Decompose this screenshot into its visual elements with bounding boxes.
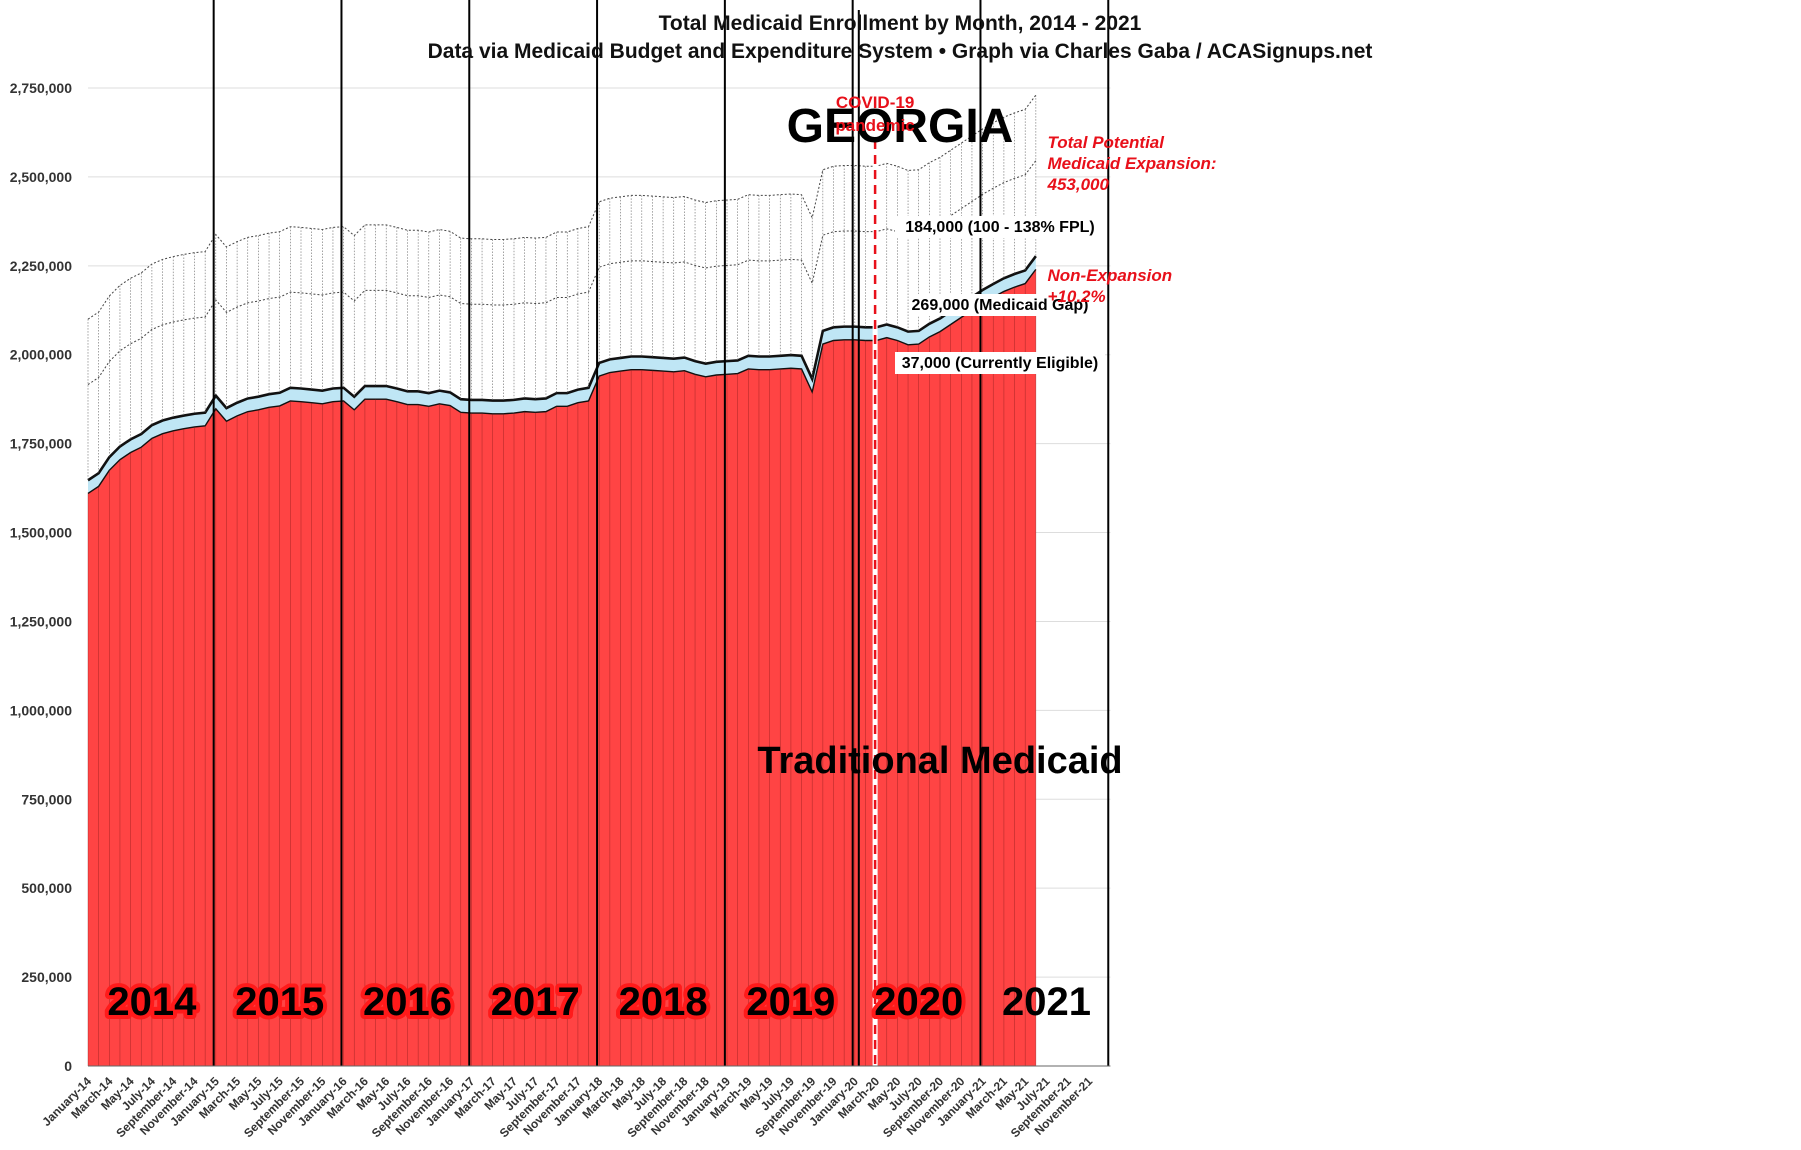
month-columns <box>87 95 1037 1066</box>
area-layers <box>87 94 1037 1067</box>
year-label-2021: 2021 <box>1002 980 1091 1024</box>
line-medicaid-gap-top <box>87 160 1037 386</box>
label-currently-eligible-bg <box>895 352 1105 374</box>
y-tick-label: 1,500,000 <box>10 525 72 541</box>
covid-annotation-line1: COVID-19 <box>836 93 914 112</box>
chart-text: Total Medicaid Enrollment by Month, 2014… <box>103 12 1373 1028</box>
chart-subtitle: Data via Medicaid Budget and Expenditure… <box>428 40 1373 63</box>
y-tick-label: 1,750,000 <box>10 436 72 452</box>
line-currently-eligible-top <box>87 255 1037 482</box>
y-tick-label: 1,250,000 <box>10 613 72 629</box>
label-medicaid-gap-bg <box>915 294 1085 316</box>
year-label-2019: 2019 <box>746 980 835 1024</box>
y-tick-label: 0 <box>64 1058 72 1074</box>
area-fpl-100-138 <box>88 95 1036 385</box>
y-tick-label: 1,000,000 <box>10 702 72 718</box>
year-label-2017: 2017 <box>491 980 580 1024</box>
year-label-2020: 2020 <box>874 980 963 1024</box>
y-tick-label: 2,250,000 <box>10 258 72 274</box>
year-label-2016: 2016 <box>363 980 452 1024</box>
area-traditional-medicaid <box>88 269 1036 1067</box>
expansion-annotation-line1: Total Potential <box>1048 133 1166 152</box>
chart-title: Total Medicaid Enrollment by Month, 2014… <box>659 12 1142 35</box>
area-medicaid-gap <box>88 160 1036 481</box>
y-tick-label: 2,000,000 <box>10 347 72 363</box>
line-traditional-top <box>87 268 1037 495</box>
expansion-annotation-line2: Medicaid Expansion: <box>1048 154 1217 173</box>
label-currently-eligible: 37,000 (Currently Eligible) <box>902 355 1099 372</box>
y-tick-label: 2,500,000 <box>10 169 72 185</box>
y-tick-label: 500,000 <box>21 880 72 896</box>
y-tick-label: 250,000 <box>21 969 72 985</box>
line-fpl-top <box>87 94 1037 320</box>
year-label-2018: 2018 <box>619 980 708 1024</box>
y-tick-label: 2,750,000 <box>10 80 72 96</box>
year-label-2015: 2015 <box>235 980 324 1024</box>
label-traditional-medicaid: Traditional Medicaid <box>757 740 1122 782</box>
y-tick-label: 750,000 <box>21 791 72 807</box>
year-divider-lines <box>212 0 1110 1066</box>
label-fpl: 184,000 (100 - 138% FPL) <box>905 219 1094 236</box>
year-label-2014: 2014 <box>107 980 197 1024</box>
covid-annotation-line2: pandemic <box>835 116 914 135</box>
non-expansion-annotation-line1: Non-Expansion <box>1048 266 1173 285</box>
state-label: GEORGIA <box>787 100 1014 153</box>
label-medicaid-gap: 269,000 (Medicaid Gap) <box>912 297 1089 314</box>
label-fpl-bg <box>895 216 1105 238</box>
expansion-annotation-line3: 453,000 <box>1047 175 1110 194</box>
non-expansion-annotation-line2: +10.2% <box>1048 287 1106 306</box>
